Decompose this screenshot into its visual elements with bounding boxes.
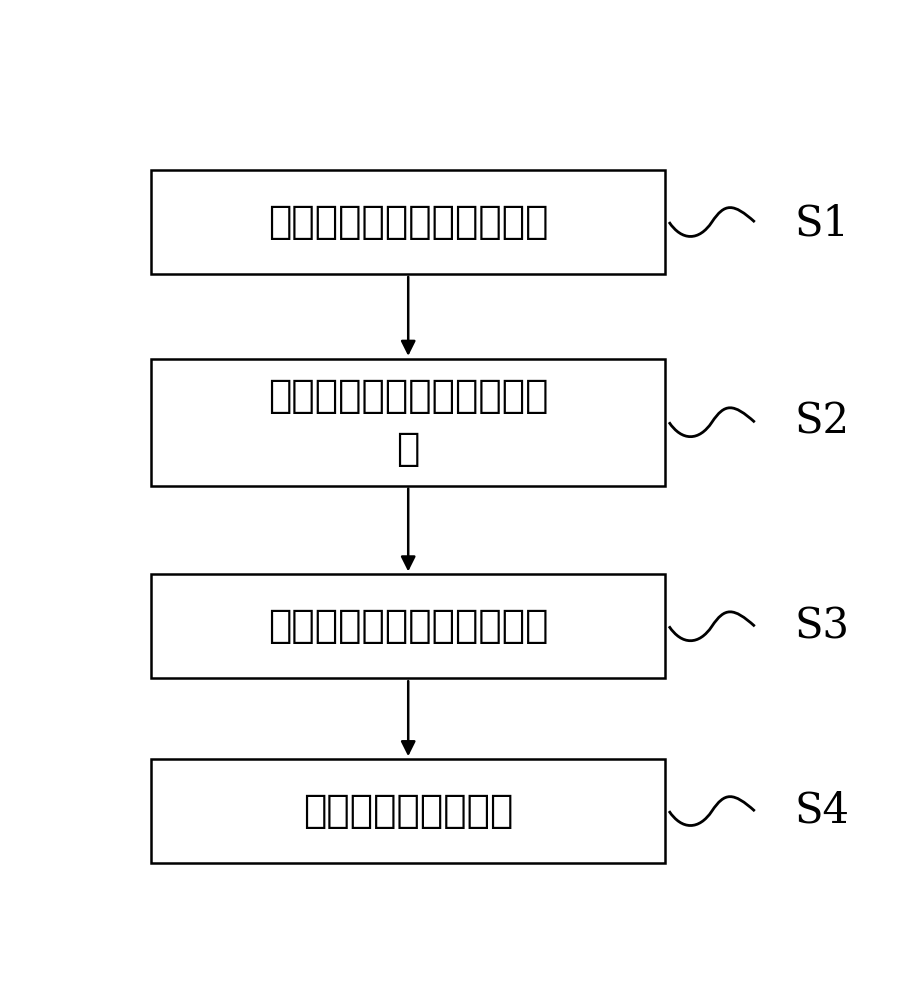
Text: S2: S2: [794, 401, 849, 443]
Bar: [151, 574, 666, 678]
Text: 第二温度第一压力下通扩散
源: 第二温度第一压力下通扩散 源: [268, 377, 549, 468]
Text: 第三温度和第二压力下推进: 第三温度和第二压力下推进: [268, 607, 549, 645]
Text: S3: S3: [794, 606, 849, 648]
Text: S1: S1: [794, 203, 849, 245]
Bar: [151, 170, 666, 274]
Text: S4: S4: [794, 790, 849, 832]
Bar: [151, 359, 666, 486]
Text: 常压下通入混合气体: 常压下通入混合气体: [303, 792, 514, 830]
Text: 第一温度第一压力下预处理: 第一温度第一压力下预处理: [268, 203, 549, 241]
Bar: [151, 759, 666, 863]
